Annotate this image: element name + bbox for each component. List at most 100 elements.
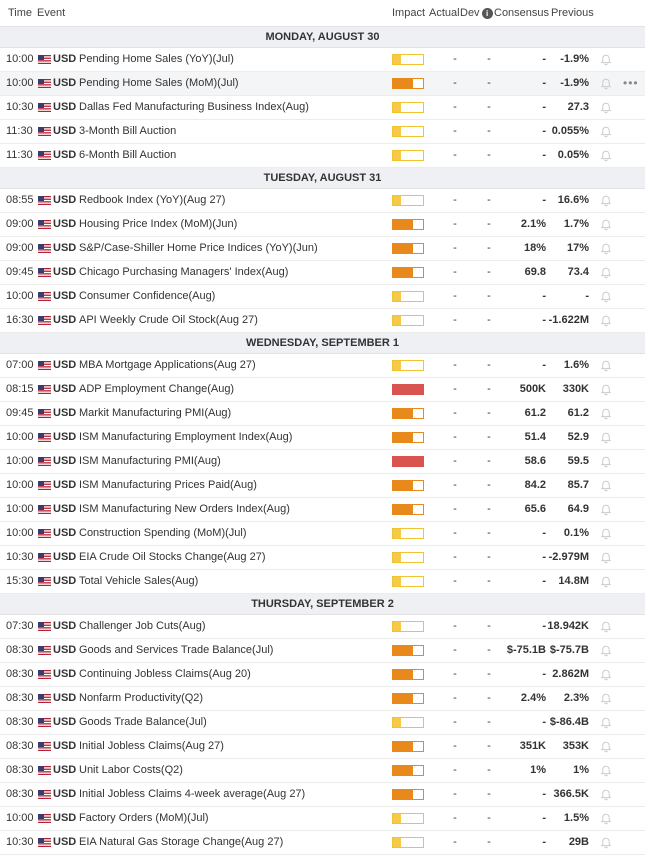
event-name[interactable]: Factory Orders (MoM)(Jul) xyxy=(79,812,209,824)
bell-icon[interactable] xyxy=(600,360,612,372)
event-name[interactable]: Goods and Services Trade Balance(Jul) xyxy=(79,644,274,656)
event-name[interactable]: Markit Manufacturing PMI(Aug) xyxy=(79,407,232,419)
bell-icon[interactable] xyxy=(600,837,612,849)
bell-icon[interactable] xyxy=(600,267,612,279)
bell-icon[interactable] xyxy=(600,789,612,801)
event-name[interactable]: Unit Labor Costs(Q2) xyxy=(79,764,183,776)
event-name[interactable]: Total Vehicle Sales(Aug) xyxy=(79,575,199,587)
event-name[interactable]: Construction Spending (MoM)(Jul) xyxy=(79,527,247,539)
bell-icon[interactable] xyxy=(600,126,612,138)
event-row[interactable]: 08:30 USD Nonfarm Productivity(Q2) - - 2… xyxy=(0,687,645,711)
bell-icon[interactable] xyxy=(600,576,612,588)
event-name[interactable]: ISM Manufacturing Employment Index(Aug) xyxy=(79,431,293,443)
bell-icon[interactable] xyxy=(600,78,612,90)
event-name[interactable]: Housing Price Index (MoM)(Jun) xyxy=(79,218,238,230)
bell-icon[interactable] xyxy=(600,315,612,327)
event-name[interactable]: Consumer Confidence(Aug) xyxy=(79,290,216,302)
event-row[interactable]: 11:30 USD 3-Month Bill Auction - - - 0.0… xyxy=(0,120,645,144)
bell-icon[interactable] xyxy=(600,384,612,396)
bell-icon[interactable] xyxy=(600,765,612,777)
event-name[interactable]: Initial Jobless Claims(Aug 27) xyxy=(79,740,224,752)
bell-icon[interactable] xyxy=(600,552,612,564)
bell-icon[interactable] xyxy=(600,102,612,114)
event-row[interactable]: 09:00 USD Housing Price Index (MoM)(Jun)… xyxy=(0,213,645,237)
event-name[interactable]: Pending Home Sales (YoY)(Jul) xyxy=(79,53,234,65)
event-previous: 353K xyxy=(562,740,589,752)
us-flag-icon xyxy=(38,292,51,301)
event-row[interactable]: 09:45 USD Chicago Purchasing Managers' I… xyxy=(0,261,645,285)
bell-icon[interactable] xyxy=(600,669,612,681)
event-row[interactable]: 10:00 USD ISM Manufacturing Prices Paid(… xyxy=(0,474,645,498)
bell-icon[interactable] xyxy=(600,195,612,207)
bell-icon[interactable] xyxy=(600,219,612,231)
event-row[interactable]: 08:30 USD Goods and Services Trade Balan… xyxy=(0,639,645,663)
bell-icon[interactable] xyxy=(600,456,612,468)
event-name[interactable]: EIA Natural Gas Storage Change(Aug 27) xyxy=(79,836,284,848)
event-row[interactable]: 10:00 USD Consumer Confidence(Aug) - - -… xyxy=(0,285,645,309)
bell-icon[interactable] xyxy=(600,693,612,705)
event-name[interactable]: Chicago Purchasing Managers' Index(Aug) xyxy=(79,266,289,278)
bell-icon[interactable] xyxy=(600,528,612,540)
bell-icon[interactable] xyxy=(600,621,612,633)
event-row[interactable]: 08:30 USD Unit Labor Costs(Q2) - - 1% 1% xyxy=(0,759,645,783)
event-row[interactable]: 08:15 USD ADP Employment Change(Aug) - -… xyxy=(0,378,645,402)
event-row[interactable]: 10:00 USD Factory Orders (MoM)(Jul) - - … xyxy=(0,807,645,831)
bell-icon[interactable] xyxy=(600,480,612,492)
bell-icon[interactable] xyxy=(600,150,612,162)
event-name[interactable]: Pending Home Sales (MoM)(Jul) xyxy=(79,77,239,89)
info-icon[interactable]: i xyxy=(481,7,493,19)
event-name[interactable]: API Weekly Crude Oil Stock(Aug 27) xyxy=(79,314,258,326)
event-row[interactable]: 08:30 USD Initial Jobless Claims(Aug 27)… xyxy=(0,735,645,759)
event-currency: USD xyxy=(53,359,77,371)
event-name[interactable]: Continuing Jobless Claims(Aug 20) xyxy=(79,668,251,680)
bell-icon[interactable] xyxy=(600,741,612,753)
event-name[interactable]: 6-Month Bill Auction xyxy=(79,149,177,161)
event-name[interactable]: Challenger Job Cuts(Aug) xyxy=(79,620,206,632)
event-row[interactable]: 07:30 USD Challenger Job Cuts(Aug) - - -… xyxy=(0,615,645,639)
event-row[interactable]: 10:00 USD ISM Manufacturing Employment I… xyxy=(0,426,645,450)
bell-icon[interactable] xyxy=(600,504,612,516)
event-name[interactable]: Goods Trade Balance(Jul) xyxy=(79,716,207,728)
event-name[interactable]: MBA Mortgage Applications(Aug 27) xyxy=(79,359,256,371)
bell-icon[interactable] xyxy=(600,645,612,657)
bell-icon[interactable] xyxy=(600,717,612,729)
event-name[interactable]: EIA Crude Oil Stocks Change(Aug 27) xyxy=(79,551,266,563)
bell-icon[interactable] xyxy=(600,813,612,825)
event-row[interactable]: 10:00 USD Pending Home Sales (YoY)(Jul) … xyxy=(0,48,645,72)
event-row[interactable]: 10:00 USD ISM Manufacturing New Orders I… xyxy=(0,498,645,522)
event-name[interactable]: ADP Employment Change(Aug) xyxy=(79,383,235,395)
event-name[interactable]: S&P/Case-Shiller Home Price Indices (YoY… xyxy=(79,242,318,254)
event-name[interactable]: ISM Manufacturing New Orders Index(Aug) xyxy=(79,503,290,515)
event-name[interactable]: Dallas Fed Manufacturing Business Index(… xyxy=(79,101,309,113)
event-name[interactable]: Redbook Index (YoY)(Aug 27) xyxy=(79,194,226,206)
event-name[interactable]: Nonfarm Productivity(Q2) xyxy=(79,692,204,704)
event-name[interactable]: ISM Manufacturing Prices Paid(Aug) xyxy=(79,479,257,491)
event-row[interactable]: 10:00 USD Pending Home Sales (MoM)(Jul) … xyxy=(0,72,645,96)
bell-icon[interactable] xyxy=(600,432,612,444)
event-row[interactable]: 08:30 USD Initial Jobless Claims 4-week … xyxy=(0,783,645,807)
event-row[interactable]: 08:30 USD Goods Trade Balance(Jul) - - -… xyxy=(0,711,645,735)
event-name[interactable]: Initial Jobless Claims 4-week average(Au… xyxy=(79,788,306,800)
event-row[interactable]: 08:55 USD Redbook Index (YoY)(Aug 27) - … xyxy=(0,189,645,213)
more-icon[interactable]: ••• xyxy=(623,76,639,90)
bell-icon[interactable] xyxy=(600,54,612,66)
event-row[interactable]: 07:00 USD MBA Mortgage Applications(Aug … xyxy=(0,354,645,378)
bell-icon[interactable] xyxy=(600,243,612,255)
event-actual: - xyxy=(453,551,457,563)
event-row[interactable]: 11:30 USD 6-Month Bill Auction - - - 0.0… xyxy=(0,144,645,168)
event-row[interactable]: 10:30 USD EIA Crude Oil Stocks Change(Au… xyxy=(0,546,645,570)
event-row[interactable]: 10:00 USD ISM Manufacturing PMI(Aug) - -… xyxy=(0,450,645,474)
bell-icon[interactable] xyxy=(600,291,612,303)
event-row[interactable]: 10:30 USD EIA Natural Gas Storage Change… xyxy=(0,831,645,855)
event-row[interactable]: 09:00 USD S&P/Case-Shiller Home Price In… xyxy=(0,237,645,261)
bell-icon[interactable] xyxy=(600,408,612,420)
event-row[interactable]: 09:45 USD Markit Manufacturing PMI(Aug) … xyxy=(0,402,645,426)
event-row[interactable]: 10:30 USD Dallas Fed Manufacturing Busin… xyxy=(0,96,645,120)
event-row[interactable]: 10:00 USD Construction Spending (MoM)(Ju… xyxy=(0,522,645,546)
event-row[interactable]: 16:30 USD API Weekly Crude Oil Stock(Aug… xyxy=(0,309,645,333)
event-row[interactable]: 08:30 USD Continuing Jobless Claims(Aug … xyxy=(0,663,645,687)
event-name[interactable]: 3-Month Bill Auction xyxy=(79,125,177,137)
event-previous: 0.1% xyxy=(563,527,589,539)
event-name[interactable]: ISM Manufacturing PMI(Aug) xyxy=(79,455,221,467)
event-row[interactable]: 15:30 USD Total Vehicle Sales(Aug) - - -… xyxy=(0,570,645,594)
